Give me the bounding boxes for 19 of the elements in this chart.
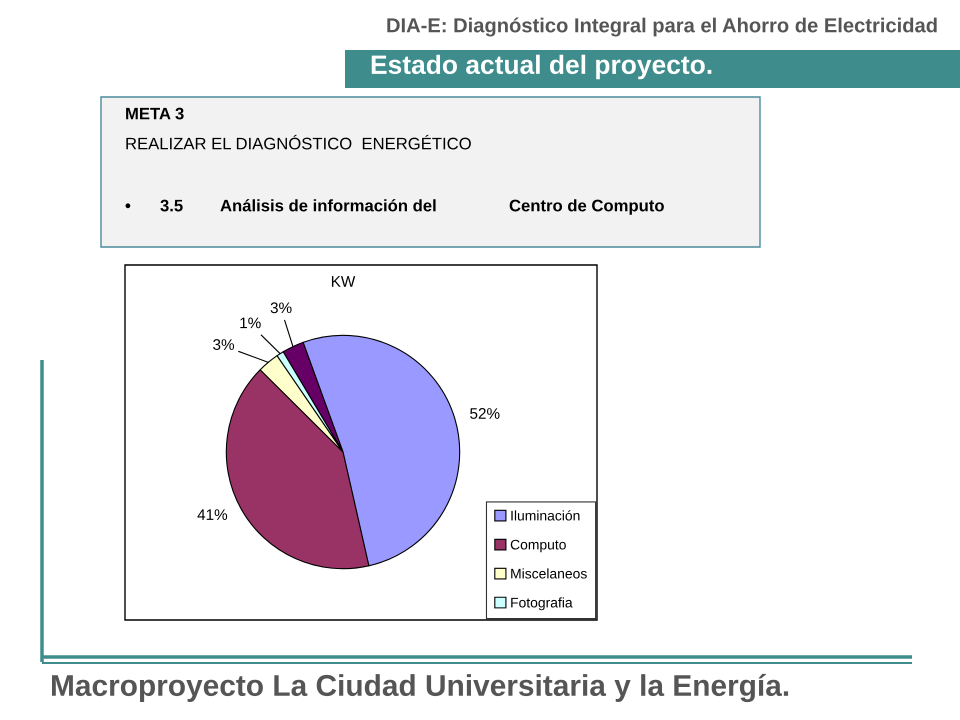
text: DIA-E: Diagnóstico Integral para el Ahorro de Electricidad — [387, 17, 937, 37]
data-label: 3% — [213, 339, 234, 350]
chart-title: KW — [332, 276, 356, 287]
legend-label: Iluminación — [511, 510, 580, 521]
data-label: 41% — [197, 509, 228, 520]
text: Análisis de información del — [220, 199, 436, 212]
text: • — [126, 203, 130, 208]
legend-label: Fotografia — [511, 597, 573, 610]
data-label: 3% — [270, 302, 292, 314]
legend-label: Computo — [510, 540, 566, 552]
text: Centro de Computo — [510, 199, 664, 215]
legend-label: Miscelaneos — [511, 568, 587, 579]
data-label: 52% — [470, 408, 500, 419]
text: META 3 — [126, 108, 184, 120]
text: 3.5 — [160, 200, 183, 212]
text: REALIZAR EL DIAGNÓSTICO ENERGÉTICO — [126, 134, 471, 150]
text: Estado actual del proyecto. — [372, 54, 712, 80]
text: Macroproyecto La Ciudad Universitaria y la Energía. — [52, 674, 788, 702]
data-label: 1% — [240, 318, 261, 328]
